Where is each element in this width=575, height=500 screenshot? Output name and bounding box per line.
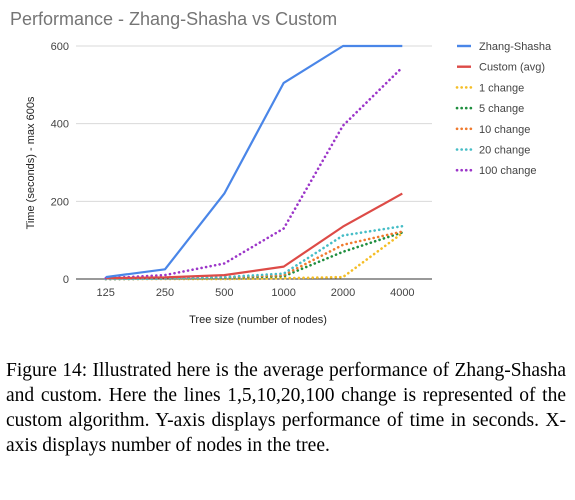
legend-item: Zhang-Shasha: [457, 41, 552, 53]
legend-label: 100 change: [479, 165, 537, 177]
legend-label: Zhang-Shasha: [479, 41, 552, 53]
series-line: [105, 192, 403, 280]
legend-label: 1 change: [479, 82, 524, 94]
y-tick-label: 0: [63, 274, 69, 286]
series-line: [105, 44, 403, 279]
legend-item: 100 change: [455, 165, 537, 177]
x-axis-ticks: 125 250 500 1000 2000 4000: [96, 287, 414, 299]
x-axis-label: Tree size (number of nodes): [189, 314, 327, 326]
legend-item: 1 change: [455, 82, 524, 94]
figure-caption: Figure 14: Illustrated here is the avera…: [6, 360, 566, 456]
legend-label: 10 change: [479, 124, 530, 136]
series-lines: [104, 44, 404, 281]
series-line: [104, 224, 404, 281]
x-tick-label: 1000: [271, 287, 295, 299]
y-tick-label: 600: [51, 41, 69, 53]
x-tick-label: 4000: [390, 287, 414, 299]
x-tick-label: 2000: [331, 287, 355, 299]
y-tick-label: 200: [51, 196, 69, 208]
x-tick-label: 250: [156, 287, 174, 299]
y-axis-label: Time (seconds) - max 600s: [25, 96, 37, 229]
legend-label: 5 change: [479, 103, 524, 115]
legend-label: Custom (avg): [479, 62, 545, 74]
y-tick-label: 400: [51, 119, 69, 131]
legend: Zhang-Shasha Custom (avg) 1 change 5 change…: [455, 41, 552, 177]
series-line: [104, 66, 404, 280]
legend-item: 20 change: [455, 145, 530, 157]
gridlines: [76, 45, 432, 280]
x-tick-label: 500: [215, 287, 233, 299]
legend-item: 10 change: [455, 124, 530, 136]
legend-item: 5 change: [455, 103, 524, 115]
x-tick-label: 125: [96, 287, 114, 299]
line-chart: Performance - Zhang-Shasha vs Custom 0 20…: [10, 9, 552, 326]
legend-label: 20 change: [479, 145, 530, 157]
chart-title: Performance - Zhang-Shasha vs Custom: [10, 9, 337, 29]
y-axis-ticks: 0 200 400 600: [51, 41, 69, 286]
legend-item: Custom (avg): [457, 62, 545, 74]
